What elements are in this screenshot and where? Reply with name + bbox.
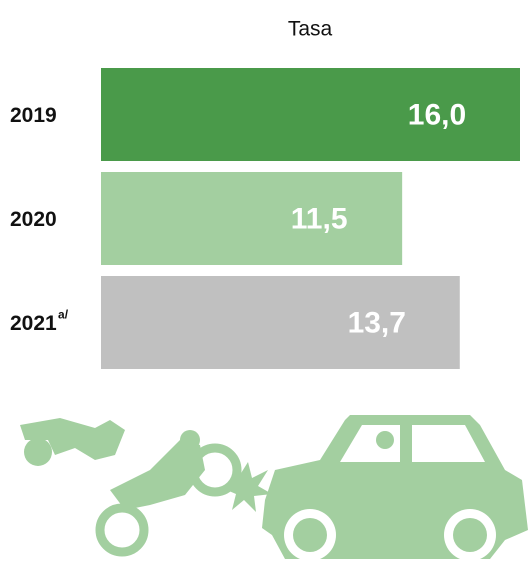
category-label: 2019 xyxy=(10,104,57,127)
car-hub xyxy=(293,518,327,552)
value-label: 11,5 xyxy=(291,202,348,235)
impact-burst xyxy=(222,462,272,512)
chart-title: Tasa xyxy=(288,18,333,41)
bar xyxy=(101,172,402,265)
crash-illustration xyxy=(20,415,528,559)
car-hub xyxy=(453,518,487,552)
driver-head xyxy=(376,431,394,449)
chart: Tasa 16,0 2019 11,5 2020 13,7 2021a/ xyxy=(0,0,530,559)
category-label: 2020 xyxy=(10,208,57,231)
value-label: 13,7 xyxy=(348,306,406,339)
category-label: 2021 xyxy=(10,312,57,335)
rider-head xyxy=(180,430,200,450)
value-label: 16,0 xyxy=(408,98,466,131)
person-head xyxy=(24,438,52,466)
moto-wheel xyxy=(100,508,144,552)
moto-body xyxy=(110,440,205,510)
category-superscript: a/ xyxy=(58,308,69,322)
